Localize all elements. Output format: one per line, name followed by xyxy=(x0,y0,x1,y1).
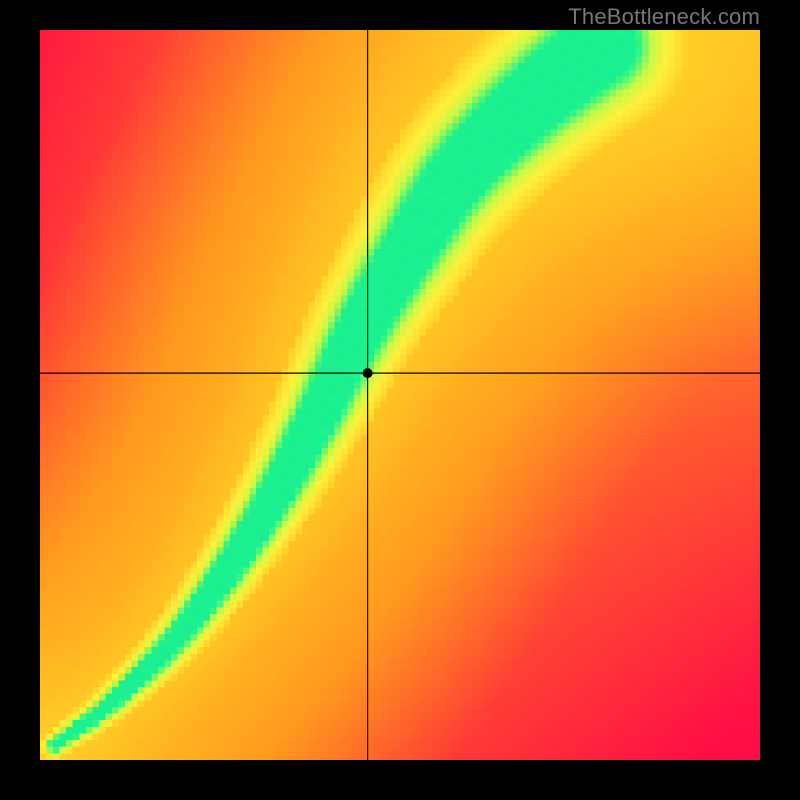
bottleneck-heatmap xyxy=(40,30,760,760)
chart-container: TheBottleneck.com xyxy=(0,0,800,800)
watermark-text: TheBottleneck.com xyxy=(568,4,760,30)
